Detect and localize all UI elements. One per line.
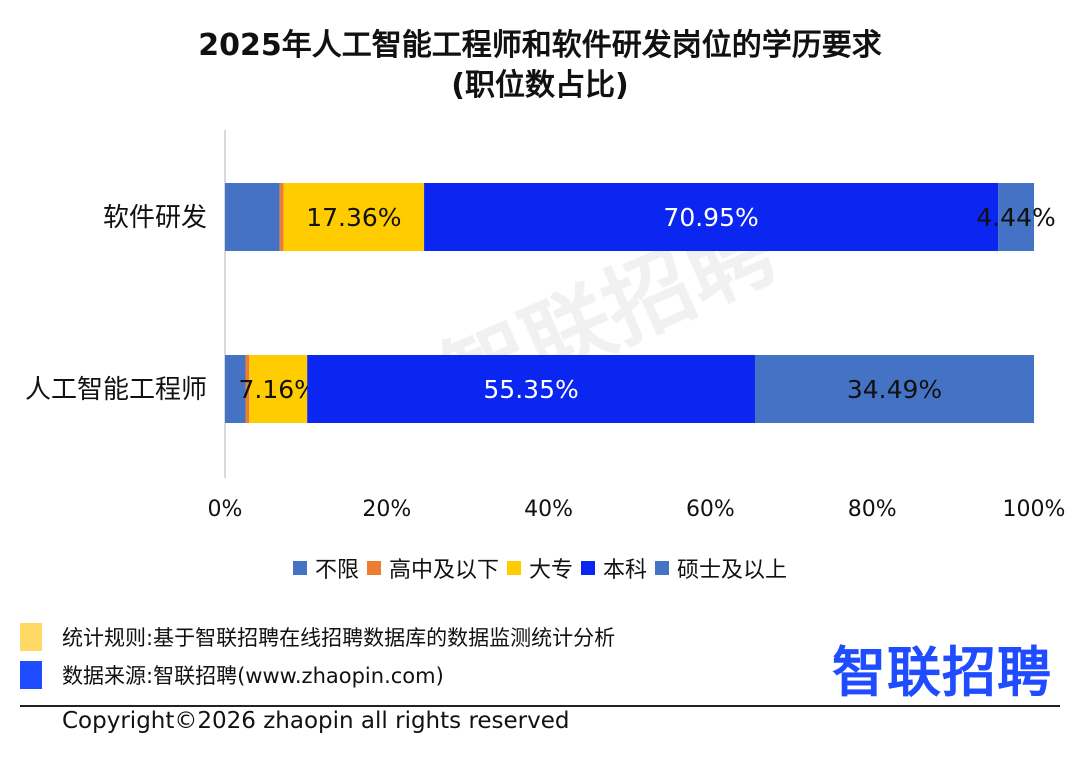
bar-segment <box>279 183 284 251</box>
stacked-bar-chart: 软件研发 17.36% 70.95% 4.44% 人工智能工程师 7.16% 55.35% 3… <box>25 130 1066 522</box>
legend-item: 不限 <box>292 552 359 584</box>
x-tick-label: 100% <box>1003 497 1066 522</box>
brand-logo: 智联招聘 <box>832 641 1052 704</box>
note-rule-text: 统计规则:基于智联招聘在线招聘数据库的数据监测统计分析 <box>62 626 616 650</box>
data-label: 17.36% <box>306 203 401 232</box>
legend: 不限 高中及以下 大专 本科 硕士及以上 <box>0 552 1080 584</box>
bar-segment <box>249 355 308 423</box>
legend-label: 本科 <box>603 558 648 583</box>
legend-item: 高中及以下 <box>366 552 499 584</box>
note-source-swatch <box>20 661 42 689</box>
data-label: 4.44% <box>976 203 1055 232</box>
footer-divider <box>20 705 1060 707</box>
bar-segment <box>998 183 1034 251</box>
bar-segment <box>424 183 999 251</box>
chart-title: 2025年人工智能工程师和软件研发岗位的学历要求 <box>198 28 882 63</box>
category-label: 人工智能工程师 <box>25 375 207 405</box>
x-tick-label: 0% <box>208 497 243 522</box>
bar-segment <box>245 355 250 423</box>
note-source-text: 数据来源:智联招聘(www.zhaopin.com) <box>62 664 444 688</box>
legend-item: 大专 <box>506 552 573 584</box>
bar-segment <box>225 355 246 423</box>
x-tick-label: 80% <box>848 497 897 522</box>
bar-segment <box>754 355 1034 423</box>
x-tick-label: 20% <box>362 497 411 522</box>
legend-label: 硕士及以上 <box>677 558 788 583</box>
legend-swatch <box>581 561 595 575</box>
legend-item: 硕士及以上 <box>655 552 787 584</box>
chart-subtitle: (职位数占比) <box>451 68 629 103</box>
legend-label: 大专 <box>528 558 573 583</box>
note-rule: 统计规则:基于智联招聘在线招聘数据库的数据监测统计分析 <box>20 622 615 652</box>
note-rule-swatch <box>20 623 42 651</box>
category-label: 软件研发 <box>103 203 207 233</box>
data-label: 70.95% <box>663 203 758 232</box>
legend-item: 本科 <box>581 552 647 584</box>
bar-segment <box>283 183 425 251</box>
legend-swatch <box>506 561 521 575</box>
legend-swatch <box>655 561 670 575</box>
x-tick-label: 40% <box>524 497 573 522</box>
copyright: Copyright©2026 zhaopin all rights reserv… <box>62 708 570 734</box>
bar-segment <box>225 183 280 251</box>
legend-swatch <box>292 561 307 575</box>
bar-segment <box>307 355 755 423</box>
note-source: 数据来源:智联招聘(www.zhaopin.com) <box>20 660 444 690</box>
legend-label: 不限 <box>314 558 359 583</box>
data-label: 7.16% <box>239 375 318 404</box>
data-label: 34.49% <box>847 375 942 404</box>
x-tick-label: 60% <box>686 497 735 522</box>
legend-label: 高中及以下 <box>388 558 499 583</box>
legend-swatch <box>366 561 381 575</box>
data-label: 55.35% <box>483 375 578 404</box>
